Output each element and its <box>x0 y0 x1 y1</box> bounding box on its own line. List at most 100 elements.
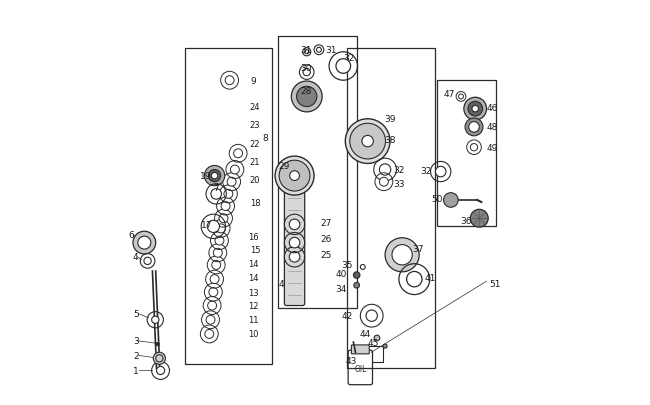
Circle shape <box>133 232 156 254</box>
Text: 29: 29 <box>278 162 290 171</box>
Text: 50: 50 <box>431 195 443 204</box>
Text: 47: 47 <box>443 90 455 98</box>
Circle shape <box>207 221 220 233</box>
Circle shape <box>209 288 218 297</box>
Text: 35: 35 <box>341 261 352 270</box>
Circle shape <box>471 210 488 228</box>
Circle shape <box>209 170 220 182</box>
Text: 15: 15 <box>250 245 261 254</box>
FancyBboxPatch shape <box>348 350 372 385</box>
Text: 4: 4 <box>278 279 284 288</box>
Circle shape <box>211 189 222 200</box>
Text: 43: 43 <box>345 356 357 365</box>
Text: 2: 2 <box>133 351 139 360</box>
Circle shape <box>204 166 225 186</box>
Text: 8: 8 <box>262 133 268 142</box>
Text: 51: 51 <box>489 279 501 288</box>
FancyBboxPatch shape <box>352 345 369 354</box>
Text: 31: 31 <box>301 46 312 55</box>
Text: 16: 16 <box>248 232 259 241</box>
Text: 48: 48 <box>487 123 498 132</box>
Text: 32: 32 <box>420 166 432 175</box>
Text: 6: 6 <box>128 230 134 239</box>
Circle shape <box>383 344 387 348</box>
Text: 26: 26 <box>320 234 332 243</box>
Circle shape <box>219 214 228 223</box>
Circle shape <box>374 335 380 341</box>
Circle shape <box>216 224 226 233</box>
Text: 24: 24 <box>250 103 261 112</box>
Circle shape <box>206 315 215 324</box>
Text: 40: 40 <box>335 269 346 278</box>
Circle shape <box>469 122 479 133</box>
Circle shape <box>212 261 220 270</box>
Circle shape <box>380 164 391 176</box>
Circle shape <box>230 166 239 175</box>
Circle shape <box>354 272 360 279</box>
Text: 3: 3 <box>133 337 139 345</box>
Text: 33: 33 <box>393 180 405 189</box>
Circle shape <box>215 237 224 245</box>
Circle shape <box>225 77 234 85</box>
Circle shape <box>303 69 311 77</box>
Text: 25: 25 <box>320 251 332 260</box>
Circle shape <box>227 178 236 187</box>
Circle shape <box>443 193 458 208</box>
Circle shape <box>468 102 482 117</box>
Circle shape <box>138 237 151 249</box>
Circle shape <box>354 283 359 288</box>
Text: 5: 5 <box>133 309 139 318</box>
Text: 1: 1 <box>133 366 139 375</box>
Circle shape <box>291 82 322 113</box>
Circle shape <box>224 190 233 199</box>
Circle shape <box>350 124 385 160</box>
Circle shape <box>290 171 300 181</box>
Circle shape <box>472 106 478 113</box>
Circle shape <box>436 167 446 177</box>
Text: 21: 21 <box>250 158 261 166</box>
Text: 9: 9 <box>250 77 255 85</box>
FancyBboxPatch shape <box>285 188 305 306</box>
Circle shape <box>279 161 310 192</box>
Text: 32: 32 <box>343 54 355 63</box>
Text: 45: 45 <box>368 338 379 347</box>
Text: 32: 32 <box>393 166 404 175</box>
Text: 19: 19 <box>200 172 211 181</box>
Text: 14: 14 <box>248 273 258 282</box>
Circle shape <box>392 245 412 265</box>
Text: 4: 4 <box>132 253 138 262</box>
Text: 27: 27 <box>320 218 332 227</box>
Circle shape <box>464 98 487 121</box>
Circle shape <box>275 157 314 196</box>
Circle shape <box>233 149 242 158</box>
Text: 12: 12 <box>248 301 258 310</box>
Circle shape <box>157 367 164 375</box>
Circle shape <box>336 60 350 74</box>
Circle shape <box>151 316 159 324</box>
Text: 42: 42 <box>341 311 352 320</box>
Text: 14: 14 <box>248 260 258 269</box>
Text: 44: 44 <box>359 330 371 339</box>
Text: 34: 34 <box>335 284 346 293</box>
Circle shape <box>362 136 373 147</box>
Circle shape <box>221 202 230 211</box>
Circle shape <box>144 258 151 265</box>
Circle shape <box>213 249 222 258</box>
Circle shape <box>207 301 216 310</box>
Circle shape <box>211 173 218 179</box>
Circle shape <box>296 87 317 107</box>
Circle shape <box>471 144 478 151</box>
Text: 7: 7 <box>213 184 219 193</box>
Text: 22: 22 <box>250 139 261 148</box>
Circle shape <box>385 238 419 272</box>
Circle shape <box>156 343 159 346</box>
Circle shape <box>289 220 300 230</box>
Text: 36: 36 <box>460 216 472 225</box>
Circle shape <box>458 95 463 100</box>
Text: 38: 38 <box>384 135 395 144</box>
Text: 23: 23 <box>250 121 261 130</box>
Circle shape <box>366 310 378 322</box>
Circle shape <box>317 48 321 53</box>
Circle shape <box>210 275 219 284</box>
Text: 41: 41 <box>424 273 436 282</box>
